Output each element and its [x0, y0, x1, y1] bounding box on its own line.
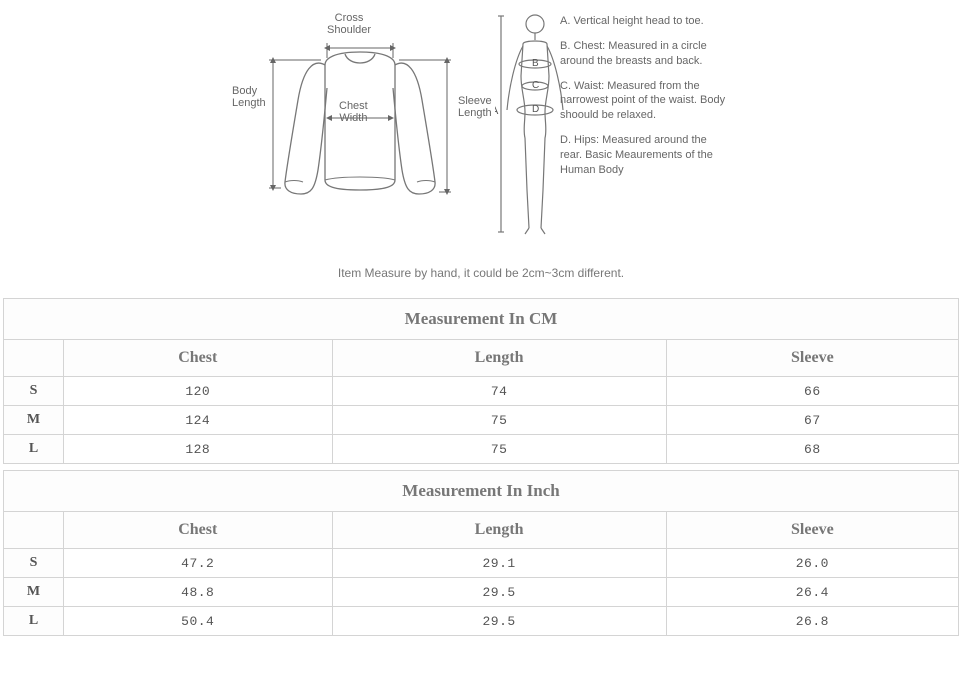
table-row: S 120 74 66: [4, 377, 959, 406]
legend: A. Vertical height head to toe. B. Chest…: [560, 14, 730, 188]
col-size: [4, 340, 64, 377]
table-row: S 47.2 29.1 26.0: [4, 549, 959, 578]
label-cross-shoulder: CrossShoulder: [327, 12, 371, 36]
marker-b: B: [532, 58, 539, 69]
col-length: Length: [332, 340, 666, 377]
col-sleeve: Sleeve: [666, 340, 958, 377]
label-sleeve-length: SleeveLength: [458, 95, 492, 119]
table-inch: Measurement In Inch Chest Length Sleeve …: [3, 470, 959, 636]
table-cm-title: Measurement In CM: [4, 299, 959, 340]
diagram-area: CrossShoulder BodyLength ChestWidth Slee…: [0, 0, 962, 260]
legend-d: D. Hips: Measured around the rear. Basic…: [560, 133, 730, 178]
marker-d: D: [532, 104, 539, 115]
table-inch-title: Measurement In Inch: [4, 471, 959, 512]
legend-b: B. Chest: Measured in a circle around th…: [560, 39, 730, 69]
marker-a: A: [495, 105, 499, 117]
table-row: L 50.4 29.5 26.8: [4, 607, 959, 636]
table-cm: Measurement In CM Chest Length Sleeve S …: [3, 298, 959, 464]
legend-c: C. Waist: Measured from the narrowest po…: [560, 79, 730, 124]
table-row: L 128 75 68: [4, 435, 959, 464]
table-row: M 48.8 29.5 26.4: [4, 578, 959, 607]
legend-a: A. Vertical height head to toe.: [560, 14, 730, 29]
marker-c: C: [532, 80, 539, 91]
label-body-length: BodyLength: [232, 85, 266, 109]
col-chest: Chest: [64, 512, 333, 549]
label-chest-width: ChestWidth: [339, 100, 368, 124]
col-size: [4, 512, 64, 549]
table-row: M 124 75 67: [4, 406, 959, 435]
col-chest: Chest: [64, 340, 333, 377]
col-sleeve: Sleeve: [666, 512, 958, 549]
col-length: Length: [332, 512, 666, 549]
measurement-note: Item Measure by hand, it could be 2cm~3c…: [0, 266, 962, 280]
